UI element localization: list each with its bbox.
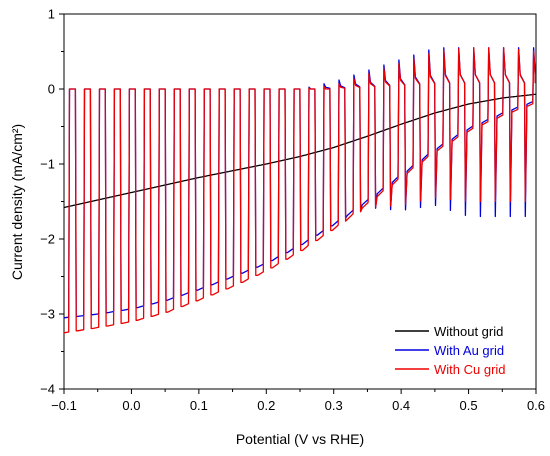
series-lines [63,47,537,334]
x-tick-label: 0.6 [527,398,545,413]
axis-ticks: −0.1 0.0 0.1 0.2 0.3 0.4 0.5 0.6 −4 −3 −2 −1 0 1 [40,7,545,414]
x-tick-label: 0.1 [190,398,208,413]
legend-label: With Cu grid [434,362,506,377]
x-tick-label: 0.3 [325,398,343,413]
legend: Without grid With Au grid With Cu grid [395,324,506,377]
x-tick-label: 0.0 [122,398,140,413]
y-tick-label: −4 [40,382,55,397]
y-tick-label: −2 [40,232,55,247]
y-tick-label: −1 [40,157,55,172]
legend-label: With Au grid [434,343,504,358]
y-axis-title: Current density (mA/cm²) [9,124,25,280]
series-line-with-cu-grid [63,47,536,334]
y-tick-label: 0 [48,82,55,97]
y-tick-label: 1 [48,7,55,22]
x-tick-label: 0.4 [392,398,410,413]
x-axis-title: Potential (V vs RHE) [236,431,364,447]
x-tick-label: 0.5 [460,398,478,413]
x-tick-label: −0.1 [51,398,77,413]
y-tick-label: −3 [40,307,55,322]
legend-label: Without grid [434,324,503,339]
x-tick-label: 0.2 [257,398,275,413]
